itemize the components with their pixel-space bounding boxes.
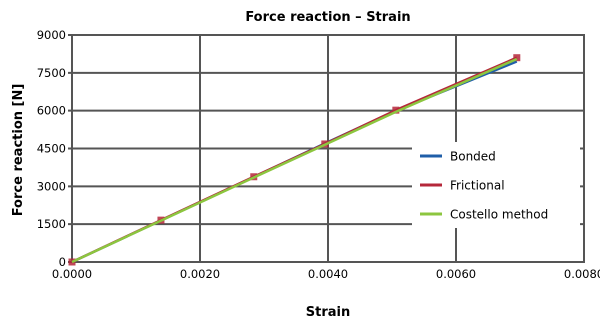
- data-point-frictional: [513, 54, 521, 62]
- y-tick-label: 6000: [37, 104, 66, 118]
- data-point-frictional: [392, 106, 400, 114]
- y-tick-label: 1500: [37, 217, 66, 231]
- y-axis-title: Force reaction [N]: [11, 84, 26, 217]
- series-line-costello-method: [71, 57, 518, 264]
- legend-label: Frictional: [450, 179, 505, 193]
- chart-title: Force reaction – Strain: [245, 10, 410, 25]
- legend-label: Costello method: [450, 208, 548, 222]
- legend-label: Bonded: [450, 150, 496, 164]
- x-tick-label: 0.0040: [308, 267, 348, 281]
- y-tick-label: 9000: [37, 28, 66, 42]
- x-axis-title: Strain: [306, 305, 350, 320]
- y-tick-label: 7500: [37, 66, 66, 80]
- series-lines: [68, 54, 521, 266]
- x-tick-label: 0.0020: [180, 267, 220, 281]
- y-tick-label: 3000: [37, 179, 66, 193]
- legend: Bonded Frictional Costello method: [412, 142, 580, 228]
- y-tick-label: 4500: [37, 142, 66, 156]
- plot-frame: [71, 34, 585, 263]
- y-tick-label: 0: [59, 255, 66, 269]
- x-tick-label: 0.0000: [52, 267, 92, 281]
- x-tick-label: 0.0060: [436, 267, 476, 281]
